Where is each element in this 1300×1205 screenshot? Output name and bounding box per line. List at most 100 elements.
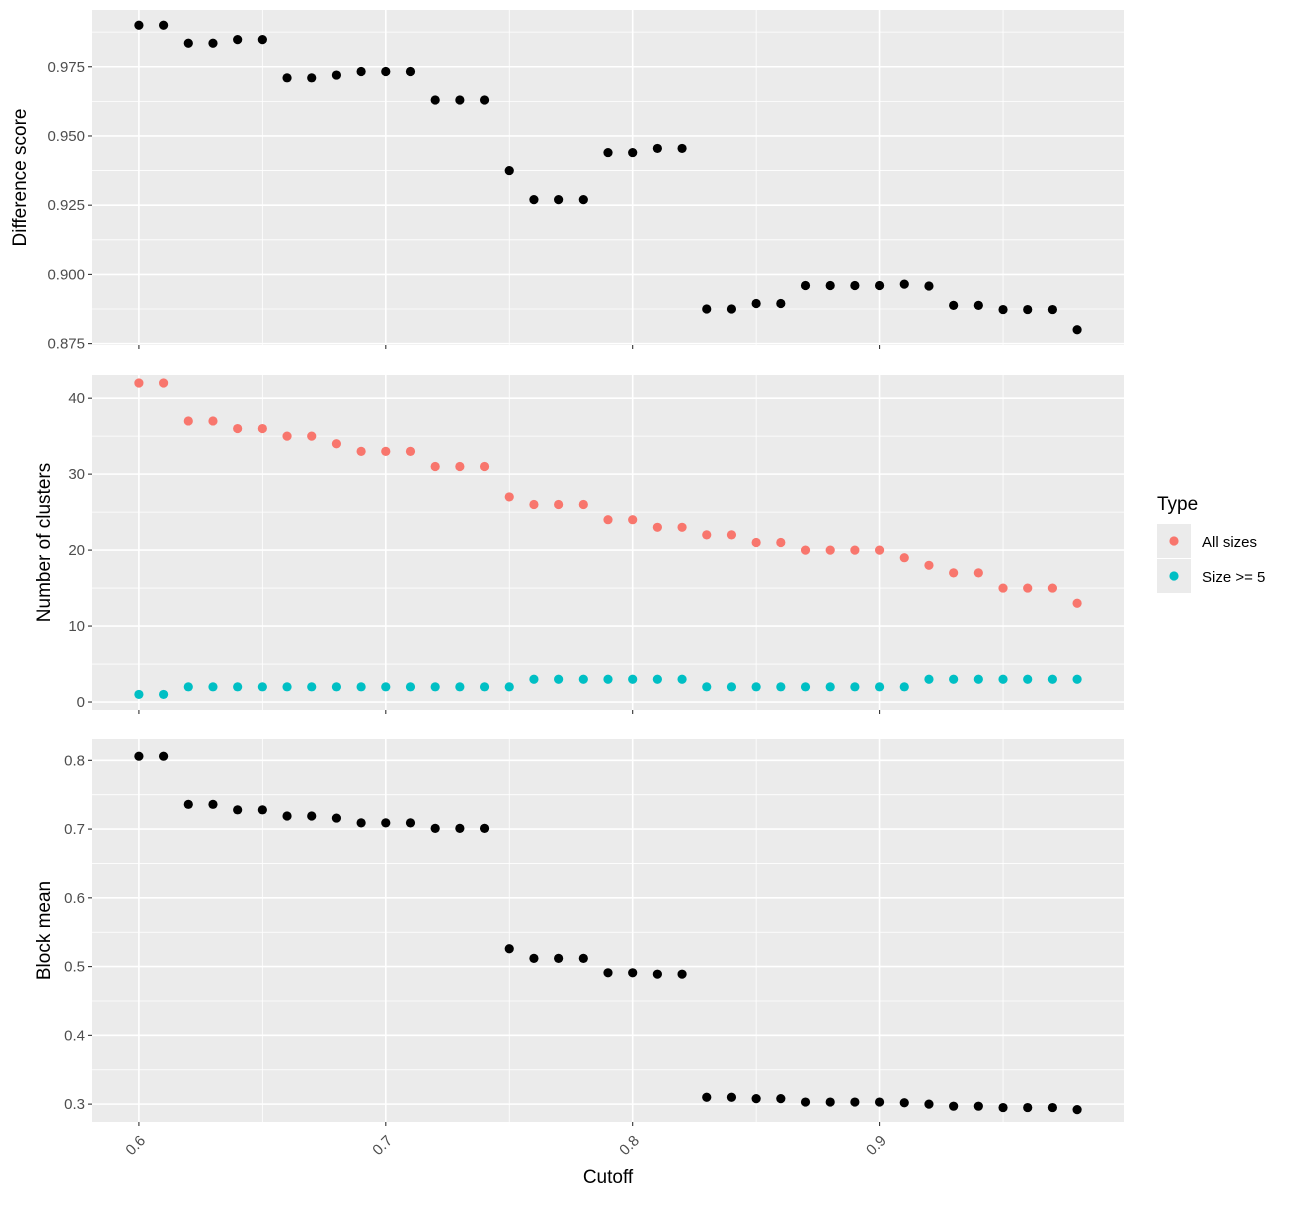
data-point (183, 416, 193, 426)
data-point (455, 823, 465, 833)
data-point (850, 1097, 860, 1107)
data-point (529, 195, 539, 205)
data-point (800, 545, 811, 555)
panel-background (92, 375, 1124, 710)
y-tick-label: 40 (68, 390, 85, 407)
data-point (702, 304, 712, 314)
panel-top: 0.875 0.900 0.925 0.950 0.975 Difference scor… (10, 10, 1124, 353)
data-point (628, 147, 638, 158)
data-point (183, 682, 193, 692)
data-point (529, 953, 539, 963)
data-point (578, 953, 588, 963)
data-point (257, 682, 267, 692)
data-point (1072, 1105, 1082, 1115)
data-point (479, 682, 490, 692)
data-point (1047, 304, 1058, 315)
data-point (356, 682, 366, 692)
y-tick-label: 0.8 (64, 752, 85, 769)
data-point (776, 537, 786, 548)
y-tick-label: 0.925 (47, 197, 85, 214)
data-point (998, 674, 1008, 684)
data-point (949, 300, 959, 311)
y-tick-label: 0 (77, 694, 85, 711)
data-point (850, 545, 860, 555)
data-point (208, 799, 218, 809)
data-point (973, 674, 983, 684)
y-tick-label: 0.3 (64, 1096, 85, 1113)
data-point (405, 66, 416, 77)
panel-background (92, 10, 1124, 345)
series-0 (134, 20, 1082, 335)
legend-title: Type (1157, 494, 1198, 515)
data-point (578, 674, 588, 684)
y-tick-label: 0.5 (64, 959, 85, 976)
data-point (899, 1098, 909, 1108)
data-point (331, 70, 342, 80)
data-point (652, 143, 662, 154)
y-tick-label: 0.975 (47, 59, 85, 76)
data-point (776, 682, 786, 692)
data-point (208, 416, 218, 426)
series-size-5 (134, 674, 1082, 700)
data-point (677, 674, 687, 684)
data-point (652, 522, 662, 532)
data-point (455, 461, 465, 472)
data-point (134, 20, 144, 30)
data-point (331, 682, 342, 692)
data-point (183, 799, 193, 809)
data-point (924, 281, 934, 291)
data-point (652, 674, 662, 684)
x-tick-label: 0.9 (863, 1132, 890, 1159)
data-point (504, 492, 514, 502)
data-point (282, 682, 292, 692)
data-point (800, 682, 811, 692)
data-point (233, 35, 243, 45)
data-point (973, 300, 983, 311)
data-point (554, 953, 564, 963)
panel-middle: 0 10 20 30 40 Number of clusters (34, 375, 1124, 714)
data-point (1023, 1102, 1033, 1113)
data-point (603, 515, 613, 525)
data-point (751, 298, 761, 309)
series-0 (134, 751, 1082, 1115)
data-point (726, 1092, 737, 1102)
y-tick-label: 0.950 (47, 128, 85, 145)
data-point (726, 304, 737, 314)
data-point (331, 813, 342, 823)
data-point (1023, 583, 1033, 593)
data-point (652, 969, 662, 979)
data-point (134, 378, 144, 388)
data-point (899, 279, 909, 289)
data-point (455, 95, 465, 105)
data-point (356, 446, 366, 456)
data-point (1047, 583, 1058, 593)
data-point (158, 378, 169, 388)
data-point (825, 545, 835, 555)
data-point (874, 1097, 885, 1107)
data-point (677, 522, 687, 532)
data-point (949, 1101, 959, 1111)
data-point (134, 751, 144, 761)
legend-key-point (1169, 536, 1179, 546)
data-point (158, 20, 169, 30)
data-point (504, 944, 514, 954)
data-point (307, 73, 317, 83)
data-point (702, 682, 712, 692)
data-point (134, 689, 144, 700)
data-point (307, 682, 317, 692)
data-point (381, 818, 391, 828)
data-point (899, 553, 909, 563)
data-point (1023, 674, 1033, 684)
data-point (1072, 674, 1082, 684)
data-point (751, 682, 761, 692)
data-point (554, 195, 564, 205)
data-point (554, 499, 564, 510)
data-point (183, 38, 193, 48)
data-point (381, 66, 391, 77)
data-point (282, 431, 292, 441)
data-point (208, 38, 218, 48)
data-point (628, 968, 638, 978)
data-point (233, 682, 243, 692)
data-point (1023, 304, 1033, 315)
data-point (751, 537, 761, 548)
